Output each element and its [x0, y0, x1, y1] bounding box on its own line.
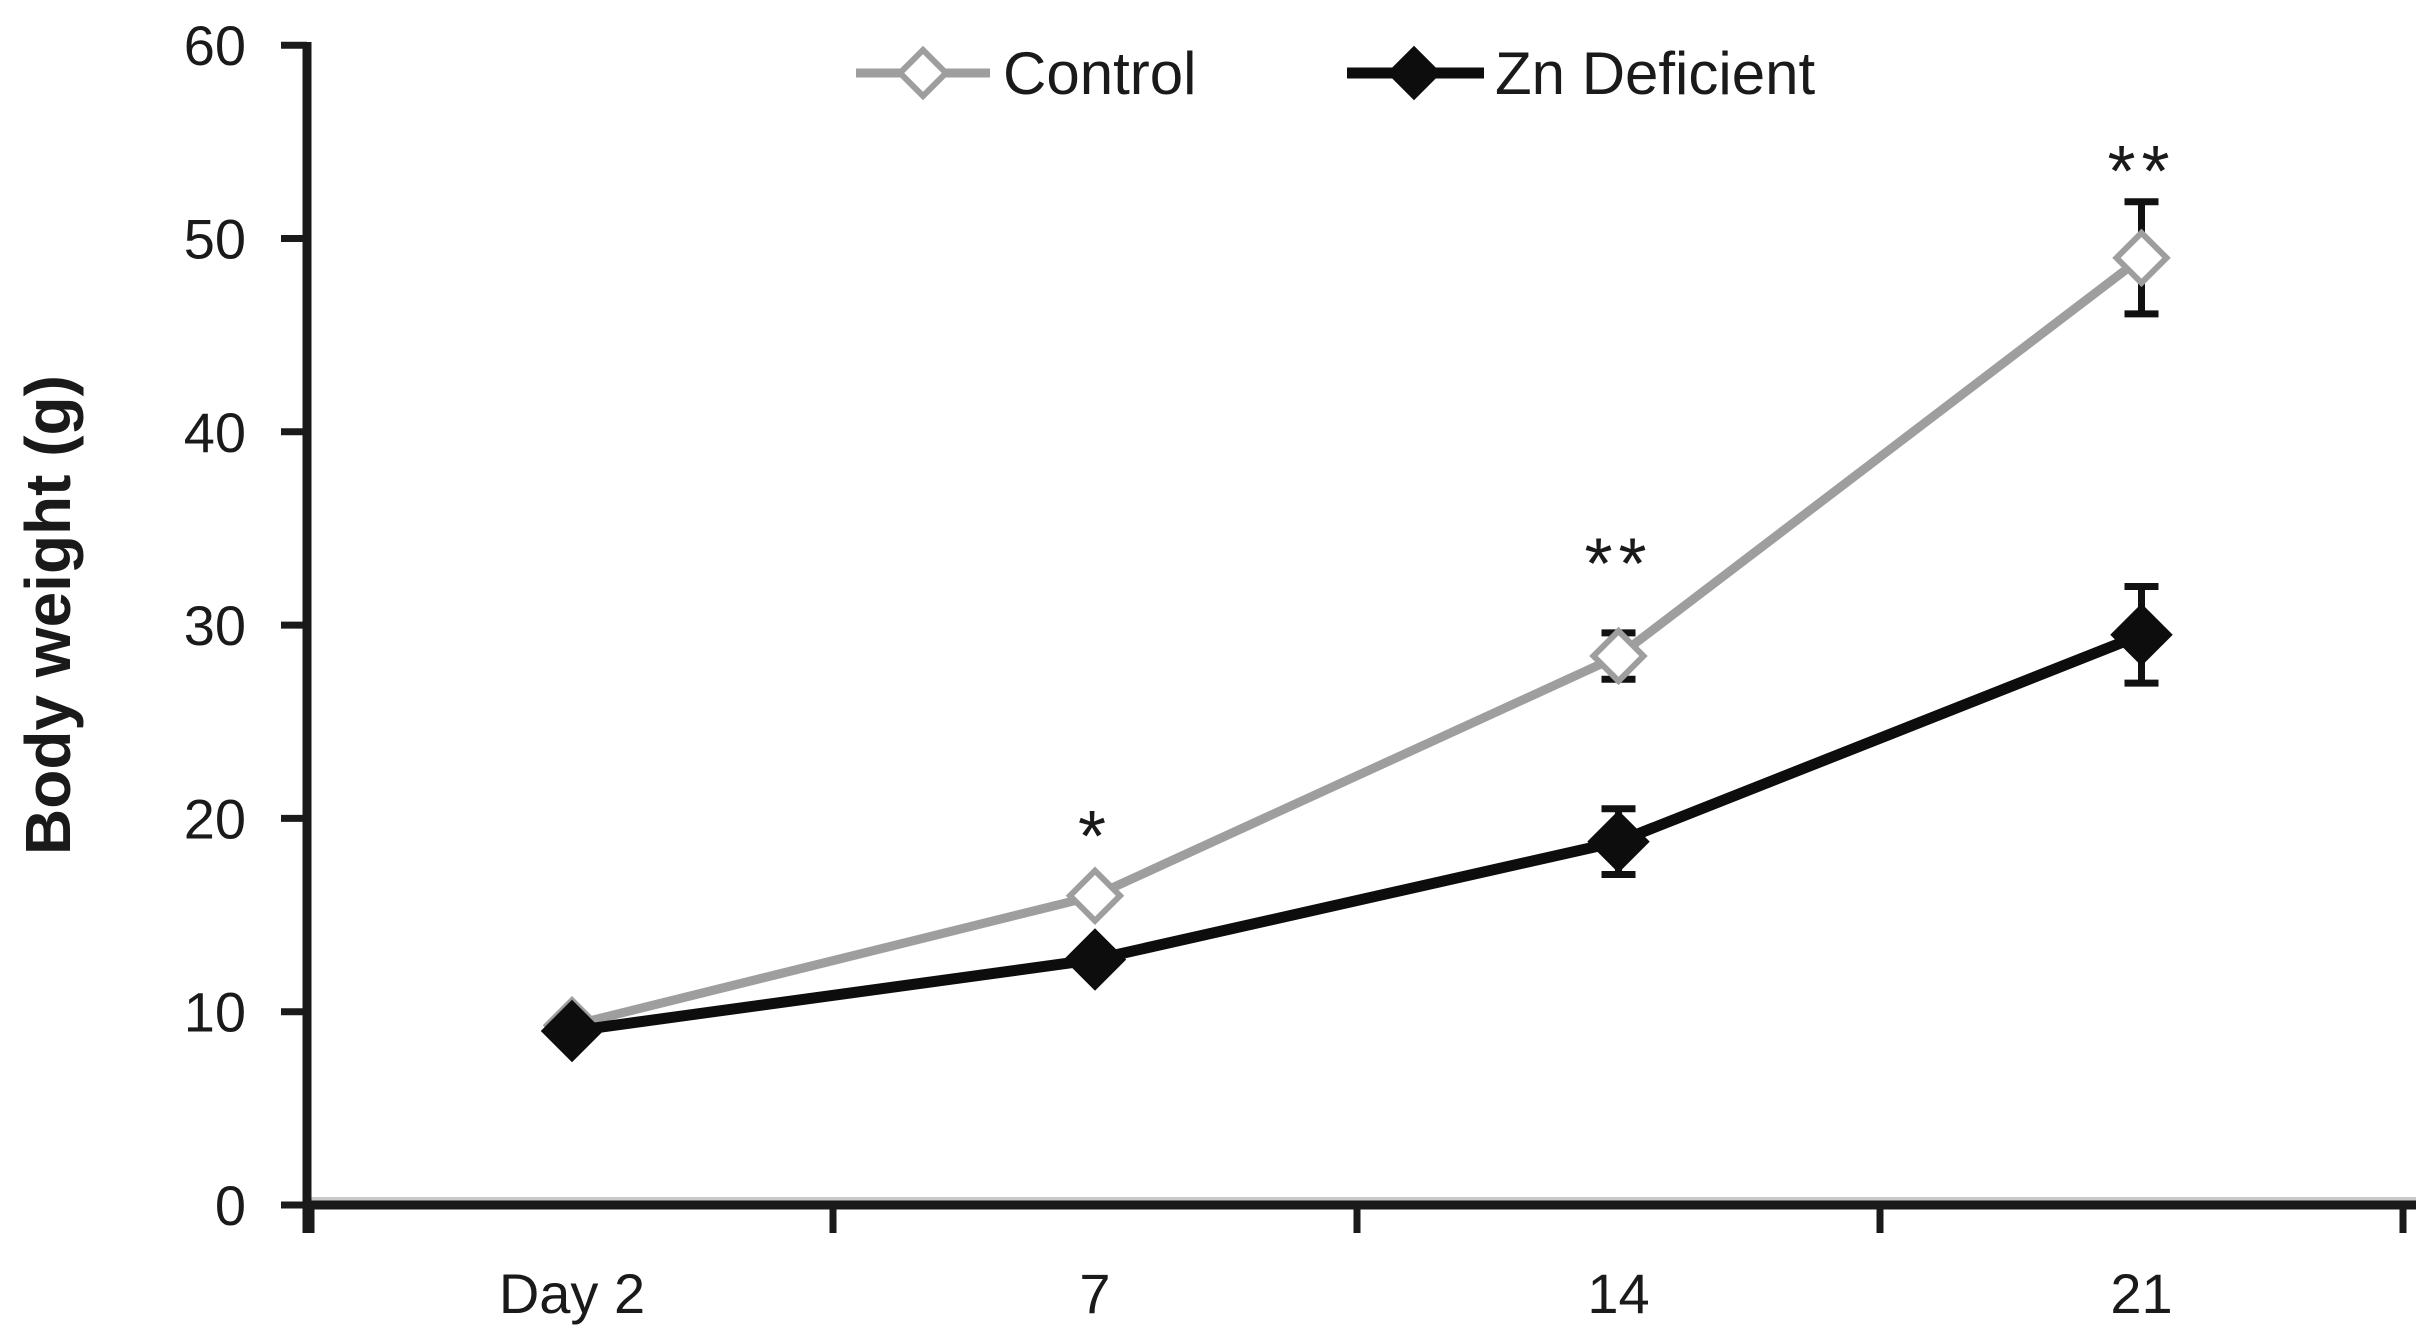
y-tick-label: 30: [184, 594, 246, 657]
y-tick-label: 50: [184, 208, 246, 271]
y-tick-label: 0: [215, 1174, 246, 1237]
series-line-control: [570, 254, 2145, 1030]
y-tick-label: 10: [184, 981, 246, 1044]
open-diamond-marker: [2112, 228, 2171, 288]
x-tick-label: 21: [2110, 1262, 2172, 1325]
open-diamond-marker: [1065, 866, 1125, 925]
legend-open-diamond-marker: [895, 45, 951, 101]
filled-diamond-marker: [1063, 928, 1127, 991]
y-tick-label: 40: [184, 401, 246, 464]
legend-label-zn-deficient: Zn Deficient: [1495, 40, 1815, 107]
x-tick-label: Day 2: [499, 1262, 645, 1325]
y-tick-label: 20: [184, 787, 246, 850]
filled-diamond-marker: [2110, 603, 2173, 667]
significance-asterisk: **: [1584, 525, 1652, 605]
x-tick-label: 14: [1587, 1262, 1649, 1325]
y-tick-label: 60: [184, 14, 246, 77]
legend-filled-diamond-marker: [1386, 45, 1442, 101]
open-diamond-marker: [1589, 626, 1648, 686]
filled-diamond-marker: [1587, 810, 1650, 873]
y-axis-title: Body weight (g): [12, 375, 84, 855]
series-line-zn-deficient: [571, 629, 2144, 1037]
significance-asterisk: *: [1078, 797, 1112, 877]
filled-diamond-marker: [540, 999, 604, 1063]
legend-label-control: Control: [1003, 40, 1196, 107]
significance-asterisk: **: [2107, 132, 2175, 212]
x-tick-label: 7: [1079, 1262, 1110, 1325]
